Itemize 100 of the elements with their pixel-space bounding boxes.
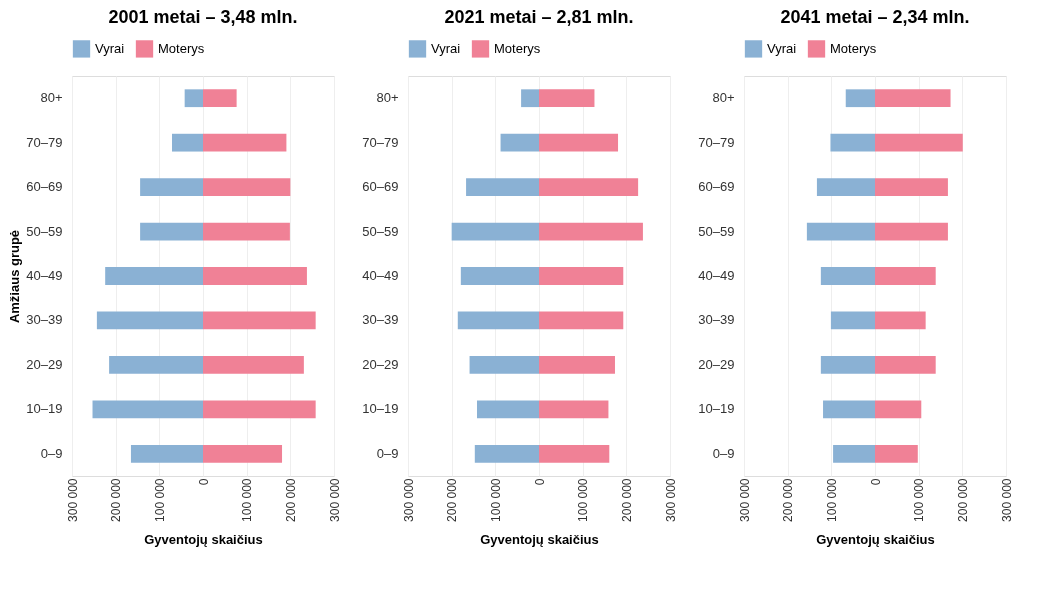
bar xyxy=(816,178,875,196)
bar xyxy=(875,267,936,285)
bar xyxy=(539,89,595,108)
bar xyxy=(469,356,539,374)
y-tick-label: 80+ xyxy=(40,90,63,106)
bar xyxy=(184,89,203,108)
y-tick-label: 40–49 xyxy=(26,268,63,283)
legend-label: Moterys xyxy=(830,40,877,56)
x-tick-label: 300 000 xyxy=(65,478,80,522)
bar xyxy=(830,133,875,152)
bar xyxy=(521,89,539,108)
bar xyxy=(172,133,203,152)
y-tick-label: 30–39 xyxy=(26,312,63,328)
legend-label: Moterys xyxy=(158,40,205,56)
y-axis-title: Amžiaus grupė xyxy=(7,229,23,324)
y-tick-label: 60–69 xyxy=(26,179,63,195)
bar xyxy=(820,267,875,285)
bar xyxy=(539,400,609,419)
y-tick-label: 70–79 xyxy=(362,134,399,150)
y-tick-label: 30–39 xyxy=(362,312,399,328)
bar xyxy=(875,178,948,196)
legend-label: Vyrai xyxy=(767,40,797,56)
bar xyxy=(203,133,287,152)
y-tick-label: 60–69 xyxy=(362,179,399,195)
x-axis-title: Gyventojų skaičius xyxy=(816,531,935,547)
x-tick-label: 100 000 xyxy=(240,478,255,522)
y-tick-label: 0–9 xyxy=(376,445,399,461)
bar xyxy=(875,356,936,374)
bar xyxy=(92,400,203,419)
x-tick-label: 200 000 xyxy=(109,478,124,522)
y-tick-label: 80+ xyxy=(376,90,399,106)
bar xyxy=(845,89,875,108)
bar xyxy=(203,89,237,108)
x-tick-label: 0 xyxy=(868,478,883,486)
x-tick-label: 100 000 xyxy=(576,478,591,522)
bar xyxy=(140,178,203,196)
chart-title: 2021 metai – 2,81 mln. xyxy=(444,7,634,27)
bar xyxy=(539,356,615,374)
bar xyxy=(539,133,619,152)
bar xyxy=(875,400,922,419)
bar xyxy=(875,444,918,463)
y-tick-label: 20–29 xyxy=(362,356,399,372)
y-tick-label: 40–49 xyxy=(362,268,399,283)
y-tick-label: 10–19 xyxy=(698,401,735,417)
bar xyxy=(457,311,539,330)
bar xyxy=(96,311,203,330)
x-tick-label: 200 000 xyxy=(955,478,970,522)
y-tick-label: 80+ xyxy=(712,90,735,106)
x-tick-label: 100 000 xyxy=(912,478,927,522)
x-tick-label: 0 xyxy=(196,478,211,486)
bar xyxy=(539,311,624,330)
bar xyxy=(203,178,291,196)
bar xyxy=(203,311,316,330)
y-tick-label: 70–79 xyxy=(26,134,63,150)
bar xyxy=(830,311,875,330)
x-tick-label: 200 000 xyxy=(781,478,796,522)
legend-label: Vyrai xyxy=(431,40,461,56)
bar xyxy=(820,356,875,374)
y-tick-label: 30–39 xyxy=(698,312,735,328)
bar xyxy=(474,444,539,463)
bar xyxy=(130,444,203,463)
x-axis-title: Gyventojų skaičius xyxy=(480,531,599,547)
y-tick-label: 50–59 xyxy=(698,223,735,239)
chart-title: 2041 metai – 2,34 mln. xyxy=(780,7,970,27)
x-tick-label: 300 000 xyxy=(401,478,416,522)
x-tick-label: 200 000 xyxy=(283,478,298,522)
y-tick-label: 0–9 xyxy=(712,445,735,461)
bar xyxy=(203,222,290,241)
bar xyxy=(539,444,610,463)
bar xyxy=(823,400,875,419)
bar xyxy=(875,89,951,108)
x-axis-title: Gyventojų skaičius xyxy=(144,531,263,547)
x-tick-label: 300 000 xyxy=(663,478,678,522)
bar xyxy=(806,222,875,241)
bar xyxy=(539,222,643,241)
y-tick-label: 20–29 xyxy=(26,356,63,372)
bar xyxy=(539,178,639,196)
bar xyxy=(476,400,539,419)
x-tick-label: 100 000 xyxy=(152,478,167,522)
x-tick-label: 200 000 xyxy=(619,478,634,522)
bar xyxy=(203,444,283,463)
bar xyxy=(875,133,963,152)
bar xyxy=(466,178,539,196)
y-tick-label: 50–59 xyxy=(362,223,399,239)
y-tick-label: 70–79 xyxy=(698,134,735,150)
bar xyxy=(875,311,926,330)
bar xyxy=(105,267,203,285)
x-tick-label: 100 000 xyxy=(824,478,839,522)
x-tick-label: 300 000 xyxy=(999,478,1014,522)
x-tick-label: 300 000 xyxy=(737,478,752,522)
bar xyxy=(140,222,203,241)
chart-title: 2001 metai – 3,48 mln. xyxy=(108,7,298,27)
bar xyxy=(833,444,875,463)
y-tick-label: 20–29 xyxy=(698,356,735,372)
bar xyxy=(451,222,539,241)
x-tick-label: 100 000 xyxy=(488,478,503,522)
bar xyxy=(500,133,539,152)
legend-label: Vyrai xyxy=(95,40,125,56)
bar xyxy=(460,267,539,285)
y-tick-label: 0–9 xyxy=(40,445,63,461)
